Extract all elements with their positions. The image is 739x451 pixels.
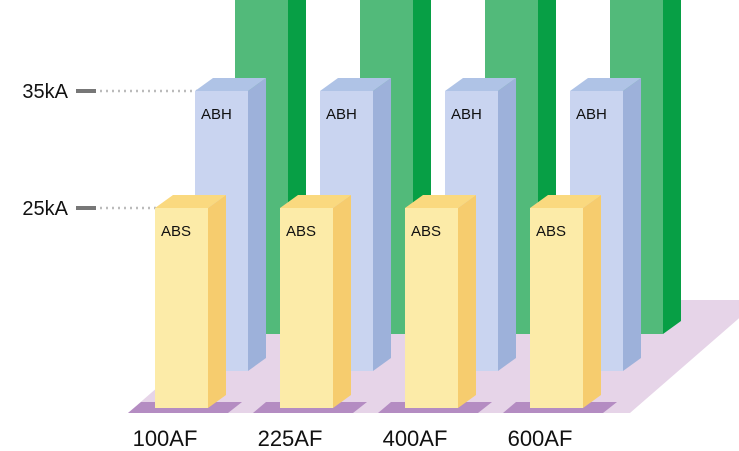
bars: ABLABLABLABLABHABHABHABHABSABSABSABS (155, 0, 681, 408)
y-tick-label: 35kA (22, 81, 68, 103)
x-tick-label: 225AF (258, 426, 323, 451)
bar-ABS-225AF: ABS (280, 195, 351, 408)
bar-label-ABS: ABS (286, 223, 316, 240)
x-tick-labels: 100AF 225AF 400AF 600AF (133, 426, 573, 451)
y-tick-labels: 25kA35kA50kA (22, 81, 68, 220)
x-tick-label: 600AF (508, 426, 573, 451)
bar-label-ABH: ABH (576, 106, 607, 123)
bar-ABS-100AF: ABS (155, 195, 226, 408)
bar-label-ABH: ABH (201, 106, 232, 123)
bar-label-ABS: ABS (411, 223, 441, 240)
bar-ABS-400AF: ABS (405, 195, 476, 408)
x-tick-label: 100AF (133, 426, 198, 451)
bar-label-ABS: ABS (536, 223, 566, 240)
bar-label-ABH: ABH (326, 106, 357, 123)
bar-ABS-600AF: ABS (530, 195, 601, 408)
bar-label-ABS: ABS (161, 223, 191, 240)
x-tick-label: 400AF (383, 426, 448, 451)
bar-label-ABH: ABH (451, 106, 482, 123)
y-tick-label: 25kA (22, 198, 68, 220)
